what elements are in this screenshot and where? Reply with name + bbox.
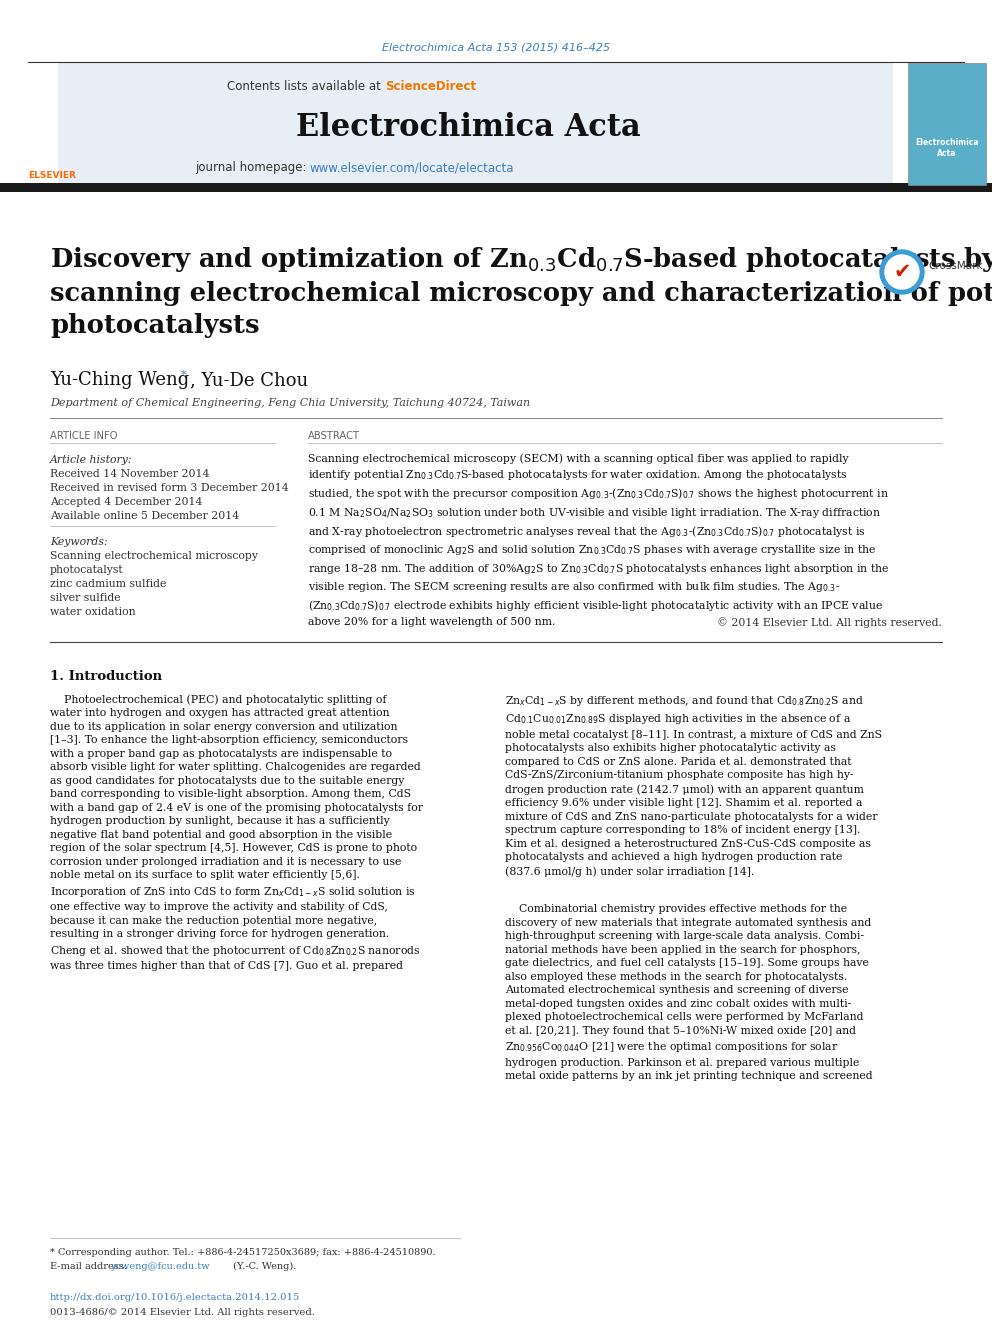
Text: Electrochimica Acta: Electrochimica Acta: [296, 112, 641, 143]
Text: www.elsevier.com/locate/electacta: www.elsevier.com/locate/electacta: [310, 161, 515, 175]
Text: Keywords:: Keywords:: [50, 537, 107, 546]
Text: ABSTRACT: ABSTRACT: [308, 431, 360, 441]
Text: ScienceDirect: ScienceDirect: [385, 81, 476, 94]
Bar: [58, 64, 893, 185]
Text: Article history:: Article history:: [50, 455, 133, 464]
Text: Received in revised form 3 December 2014: Received in revised form 3 December 2014: [50, 483, 289, 493]
Text: ✔: ✔: [893, 262, 911, 282]
Text: * Corresponding author. Tel.: +886-4-24517250x3689; fax: +886-4-24510890.: * Corresponding author. Tel.: +886-4-245…: [50, 1248, 435, 1257]
Text: *: *: [181, 370, 186, 380]
Text: E-mail address:: E-mail address:: [50, 1262, 130, 1271]
Text: photocatalyst: photocatalyst: [50, 565, 124, 576]
Text: 0013-4686/© 2014 Elsevier Ltd. All rights reserved.: 0013-4686/© 2014 Elsevier Ltd. All right…: [50, 1308, 314, 1316]
Text: zinc cadmium sulfide: zinc cadmium sulfide: [50, 579, 167, 589]
Text: (Y.-C. Weng).: (Y.-C. Weng).: [230, 1262, 297, 1271]
Text: water oxidation: water oxidation: [50, 607, 136, 617]
Text: http://dx.doi.org/10.1016/j.electacta.2014.12.015: http://dx.doi.org/10.1016/j.electacta.20…: [50, 1293, 301, 1302]
Bar: [0, 183, 992, 192]
Text: Scanning electrochemical microscopy: Scanning electrochemical microscopy: [50, 550, 258, 561]
Text: Department of Chemical Engineering, Feng Chia University, Taichung 40724, Taiwan: Department of Chemical Engineering, Feng…: [50, 398, 530, 407]
Circle shape: [885, 255, 919, 288]
Text: Electrochimica
Acta: Electrochimica Acta: [916, 138, 979, 157]
Text: Available online 5 December 2014: Available online 5 December 2014: [50, 511, 239, 521]
Text: Scanning electrochemical microscopy (SECM) with a scanning optical fiber was app: Scanning electrochemical microscopy (SEC…: [308, 452, 890, 627]
Text: CrossMark: CrossMark: [928, 261, 983, 271]
Text: Received 14 November 2014: Received 14 November 2014: [50, 468, 209, 479]
Circle shape: [880, 250, 924, 294]
Text: silver sulfide: silver sulfide: [50, 593, 121, 603]
Text: Electrochimica Acta 153 (2015) 416–425: Electrochimica Acta 153 (2015) 416–425: [382, 44, 610, 53]
Text: Combinatorial chemistry provides effective methods for the
discovery of new mate: Combinatorial chemistry provides effecti…: [505, 904, 873, 1081]
Text: Discovery and optimization of Zn$_{0.3}$Cd$_{0.7}$S-based photocatalysts by
scan: Discovery and optimization of Zn$_{0.3}$…: [50, 245, 992, 337]
Bar: [908, 64, 986, 185]
Text: ycweng@fcu.edu.tw: ycweng@fcu.edu.tw: [110, 1262, 209, 1271]
Text: Contents lists available at: Contents lists available at: [227, 81, 385, 94]
Text: © 2014 Elsevier Ltd. All rights reserved.: © 2014 Elsevier Ltd. All rights reserved…: [717, 617, 942, 628]
Text: ARTICLE INFO: ARTICLE INFO: [50, 431, 117, 441]
Text: Yu-Ching Weng: Yu-Ching Weng: [50, 370, 189, 389]
Text: Zn$_x$Cd$_{1-x}$S by different methods, and found that Cd$_{0.8}$Zn$_{0.2}$S and: Zn$_x$Cd$_{1-x}$S by different methods, …: [505, 695, 882, 877]
Text: journal homepage:: journal homepage:: [194, 161, 310, 175]
Text: , Yu-De Chou: , Yu-De Chou: [190, 370, 309, 389]
Text: 1. Introduction: 1. Introduction: [50, 669, 162, 683]
Text: Accepted 4 December 2014: Accepted 4 December 2014: [50, 497, 202, 507]
Text: ELSEVIER: ELSEVIER: [28, 171, 75, 180]
Text: Photoelectrochemical (PEC) and photocatalytic splitting of
water into hydrogen a: Photoelectrochemical (PEC) and photocata…: [50, 695, 423, 971]
